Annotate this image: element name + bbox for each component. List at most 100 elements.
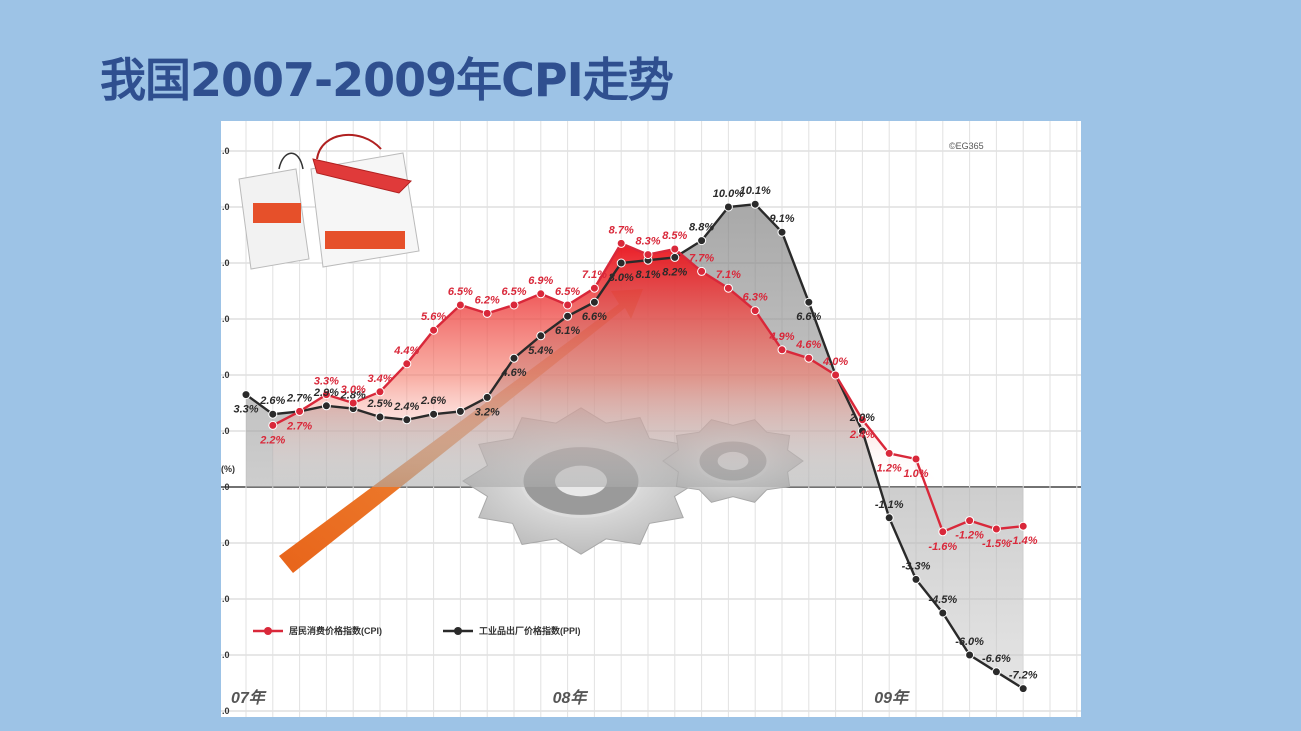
cpi-data-label: 8.3% xyxy=(635,236,660,248)
cpi-area xyxy=(272,243,1024,487)
cpi-point xyxy=(1018,521,1028,531)
cpi-data-label: 7.1% xyxy=(716,269,741,281)
ppi-data-label: 8.1% xyxy=(635,269,660,281)
ppi-data-label: 3.2% xyxy=(475,406,500,418)
ppi-data-label: -6.0% xyxy=(955,636,984,648)
cpi-data-label: 4.4% xyxy=(393,345,419,357)
ppi-point xyxy=(482,392,492,402)
cpi-data-label: 6.3% xyxy=(743,292,768,304)
cpi-data-label: 7.1% xyxy=(582,269,607,281)
ppi-data-label: 2.4% xyxy=(393,401,419,413)
ppi-line xyxy=(245,202,1024,690)
cpi-point xyxy=(670,244,680,254)
cpi-point xyxy=(857,415,867,425)
cpi-point xyxy=(965,516,975,526)
x-period-label: 08年 xyxy=(553,689,589,707)
ppi-point xyxy=(429,409,439,419)
ppi-point xyxy=(991,667,1001,677)
ppi-data-label: -1.1% xyxy=(875,499,904,511)
y-tick-label: .0 xyxy=(222,426,230,436)
cpi-point xyxy=(777,345,787,355)
ppi-data-label: 9.1% xyxy=(769,213,794,225)
cpi-point xyxy=(348,398,358,408)
cpi-data-label: 6.9% xyxy=(528,275,553,287)
cpi-data-label: 8.7% xyxy=(609,224,634,236)
cpi-data-label: 7.7% xyxy=(689,252,714,264)
y-tick-label: .0 xyxy=(222,650,230,660)
ppi-data-label: 2.8% xyxy=(340,390,366,402)
ppi-point xyxy=(509,353,519,363)
ppi-point xyxy=(321,401,331,411)
cpi-point xyxy=(429,325,439,335)
y-tick-label: .0 xyxy=(222,314,230,324)
cpi-point xyxy=(911,454,921,464)
cpi-point xyxy=(804,353,814,363)
ppi-data-label: 2.0% xyxy=(849,412,875,424)
cpi-data-label: 4.9% xyxy=(768,331,794,343)
cpi-data-label: -1.2% xyxy=(955,530,984,542)
cpi-data-label: 6.5% xyxy=(501,286,526,298)
ppi-data-label: -3.3% xyxy=(902,560,931,572)
y-tick-label: .0 xyxy=(222,594,230,604)
ppi-data-label: 2.9% xyxy=(313,387,339,399)
ppi-point xyxy=(804,297,814,307)
ppi-point xyxy=(911,574,921,584)
chart-panel: .0.0.0.0.0.0.0.0.0.0.0 3.3% 2.6% 2.7% 2.9% 2… xyxy=(221,121,1081,717)
cpi-data-label: 2.2% xyxy=(259,434,285,446)
chart-credit: ©EG365 xyxy=(949,141,984,151)
cpi-data-label: 1.2% xyxy=(877,462,902,474)
ppi-data-label: 10.1% xyxy=(740,185,771,197)
y-tick-label: .0 xyxy=(222,202,230,212)
cpi-data-label: 3.0% xyxy=(341,384,366,396)
ppi-point xyxy=(616,258,626,268)
y-tick-label: .0 xyxy=(222,146,230,156)
cpi-point xyxy=(563,300,573,310)
cpi-data-label: 6.5% xyxy=(448,286,473,298)
data-labels: 3.3%2.6% 2.7% 2.9% 2.8%2.5% 2.4% 2.6%3.2%4.6%… xyxy=(233,185,1037,681)
cpi-point xyxy=(589,283,599,293)
legend: 居民消费价格指数(CPI) 工业品出厂价格指数(PPI) xyxy=(253,625,581,636)
ppi-data-label: 8.8% xyxy=(689,222,714,234)
ppi-data-label: -7.2% xyxy=(1009,670,1038,682)
cpi-point xyxy=(536,289,546,299)
ppi-point xyxy=(268,409,278,419)
cpi-data-label: 2.4% xyxy=(849,429,875,441)
y-tick-label: .0 xyxy=(222,258,230,268)
x-period-labels: 07年 08年 09年 xyxy=(231,689,910,707)
ppi-point xyxy=(241,390,251,400)
y-tick-label: .0 xyxy=(222,706,230,716)
cpi-data-label: -1.4% xyxy=(1009,535,1038,547)
cpi-point xyxy=(375,387,385,397)
cpi-point xyxy=(750,306,760,316)
ppi-data-label: 8.0% xyxy=(609,272,634,284)
ppi-data-label: 2.7% xyxy=(286,392,312,404)
cpi-data-label: 3.3% xyxy=(314,376,339,388)
cpi-point xyxy=(268,420,278,430)
ppi-data-label: 3.3% xyxy=(233,404,258,416)
ppi-point xyxy=(670,252,680,262)
cpi-point xyxy=(884,448,894,458)
slide-title: 我国2007-2009年CPI走势 xyxy=(100,53,674,107)
cpi-point xyxy=(831,370,841,380)
series-areas xyxy=(246,204,1024,689)
cpi-data-label: 2.7% xyxy=(286,420,312,432)
ppi-point xyxy=(455,406,465,416)
ppi-data-label: 4.6% xyxy=(500,367,526,379)
cpi-data-label: 1.0% xyxy=(903,468,928,480)
legend-cpi-marker xyxy=(264,627,272,635)
ppi-data-label: 2.6% xyxy=(259,395,285,407)
cpi-data-label: 8.5% xyxy=(662,230,687,242)
ppi-data-label: 2.5% xyxy=(366,398,392,410)
ppi-data-label: 8.2% xyxy=(662,266,687,278)
cpi-data-label: -1.6% xyxy=(928,541,957,553)
ppi-point xyxy=(777,227,787,237)
cpi-ppi-line-chart: .0.0.0.0.0.0.0.0.0.0.0 3.3%2.6% 2.7% 2.9% 2… xyxy=(221,121,1081,717)
cpi-point xyxy=(482,308,492,318)
cpi-point xyxy=(991,524,1001,534)
ppi-data-label: 5.4% xyxy=(528,345,553,357)
ppi-point xyxy=(1018,684,1028,694)
y-unit-label: (%) xyxy=(221,464,235,474)
ppi-point xyxy=(857,426,867,436)
cpi-point xyxy=(402,359,412,369)
legend-cpi-label: 居民消费价格指数(CPI) xyxy=(289,625,382,636)
